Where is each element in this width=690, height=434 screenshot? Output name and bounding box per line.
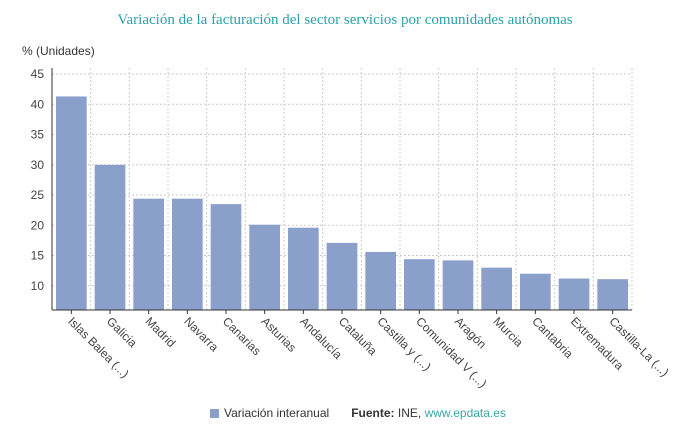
x-tick-label: Galicia [104,314,140,350]
y-tick-label: 40 [31,97,45,111]
bar [597,279,628,310]
bar [520,273,551,310]
bar [210,204,242,310]
source-link[interactable]: www.epdata.es [424,406,506,420]
x-tick-label: Cantabria [529,314,576,361]
y-tick-label: 25 [31,188,45,202]
bar [249,224,280,310]
y-tick-label: 15 [31,249,45,263]
bar [442,260,474,310]
y-tick-label: 20 [31,218,45,232]
source-text: INE, [397,406,422,420]
bar [94,164,126,310]
x-tick-label: Asturias [259,314,300,355]
y-tick-label: 30 [31,158,45,172]
y-tick-label: 10 [31,279,45,293]
x-tick-label: Navarra [181,314,221,354]
x-tick-label: Canarias [220,314,264,358]
x-tick-label: Murcia [491,314,527,350]
bar [558,278,590,310]
y-axis-label: % (Unidades) [22,44,95,58]
x-tick-label: Madrid [143,314,179,350]
legend-label: Variación interanual [224,406,330,420]
bar [326,242,358,310]
source-label: Fuente: [351,406,395,420]
bar [133,198,164,310]
x-tick-label: Comunidad V (...) [413,314,489,390]
bar [288,227,319,310]
bar [365,251,396,310]
chart-title: Variación de la facturación del sector s… [117,12,573,28]
bar [481,267,512,310]
legend-swatch [210,408,219,418]
bar [404,259,435,310]
x-tick-label: Aragón [452,314,489,351]
legend: Variación interanual Fuente: INE, www.ep… [210,406,506,420]
y-tick-label: 35 [31,128,45,142]
bar [172,198,203,310]
bar [56,96,87,310]
y-tick-label: 45 [31,67,45,81]
source-note: Fuente: INE, www.epdata.es [351,406,506,420]
